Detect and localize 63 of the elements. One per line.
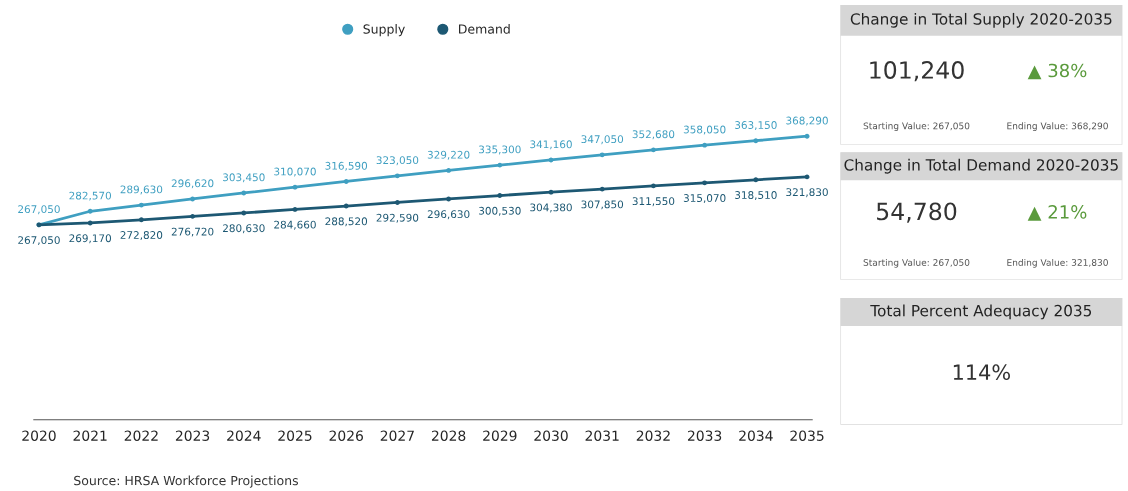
data-label: 280,630 <box>223 224 265 234</box>
x-tick-label: 2032 <box>636 430 670 441</box>
data-label: 316,590 <box>325 161 368 171</box>
data-label: 323,050 <box>376 156 419 166</box>
x-tick-label: 2030 <box>534 430 568 441</box>
data-label: 368,290 <box>786 116 828 126</box>
text: 101,240 <box>870 61 964 82</box>
data-label: 300,530 <box>479 206 521 216</box>
data-label: 341,160 <box>530 140 572 150</box>
data-label: 267,050 <box>18 236 60 246</box>
text: 54,780 <box>877 202 957 223</box>
data-label: 335,300 <box>479 145 521 155</box>
data-label: 311,550 <box>632 197 675 207</box>
text: Change in Total Demand 2020-2035 <box>844 158 1118 174</box>
data-label: 269,170 <box>69 234 112 244</box>
x-tick-label: 2033 <box>687 430 722 441</box>
data-label: 296,630 <box>427 210 470 220</box>
text: Starting Value: 267,050 <box>863 122 970 132</box>
data-label: 304,380 <box>530 203 572 213</box>
text: Ending Value: 368,290 <box>1007 122 1108 132</box>
data-label: 329,220 <box>427 150 470 160</box>
data-label: 315,070 <box>683 194 726 204</box>
data-label: 321,830 <box>786 188 828 198</box>
x-tick-label: 2025 <box>278 430 312 441</box>
data-label: 352,680 <box>632 130 675 140</box>
data-label: 267,050 <box>18 205 60 215</box>
data-label: 284,660 <box>274 220 316 230</box>
data-label: 318,510 <box>735 191 777 201</box>
data-label: 292,590 <box>376 213 419 223</box>
data-label: 289,630 <box>120 185 163 195</box>
data-label: 363,150 <box>735 121 777 131</box>
x-tick-label: 2022 <box>124 430 158 441</box>
text: Starting Value: 267,050 <box>863 258 970 268</box>
data-label: 282,570 <box>69 191 112 201</box>
text: Change in Total Supply 2020-2035 <box>850 12 1112 28</box>
data-label: 347,050 <box>581 135 624 145</box>
text: Total Percent Adequacy 2035 <box>870 304 1092 320</box>
x-tick-label: 2029 <box>483 430 517 441</box>
data-label: 296,620 <box>171 179 214 189</box>
x-tick-label: 2026 <box>329 430 363 441</box>
x-tick-label: 2024 <box>227 430 261 441</box>
data-label: 276,720 <box>171 227 214 237</box>
data-label: 288,520 <box>325 217 368 227</box>
x-tick-label: 2034 <box>739 430 773 441</box>
x-tick-label: 2020 <box>22 430 56 441</box>
data-label: 310,070 <box>274 167 316 177</box>
legend-label: Supply <box>363 24 405 37</box>
text: ▲ 38% <box>1027 63 1087 80</box>
x-tick-label: 2035 <box>790 430 824 441</box>
data-label: 358,050 <box>683 125 726 135</box>
x-tick-label: 2027 <box>380 430 414 441</box>
data-label: 272,820 <box>120 231 163 241</box>
text: Ending Value: 321,830 <box>1007 258 1108 268</box>
data-label: 307,850 <box>581 200 624 210</box>
x-tick-label: 2023 <box>175 430 210 441</box>
data-label: 303,450 <box>223 173 265 183</box>
text: ▲ 21% <box>1027 205 1087 221</box>
legend-label: Demand <box>459 24 510 34</box>
x-tick-label: 2021 <box>73 430 107 441</box>
x-tick-label: 2028 <box>431 430 466 441</box>
x-tick-label: 2031 <box>585 430 619 441</box>
source-note: Source: HRSA Workforce Projections <box>74 475 299 488</box>
text: 114% <box>953 364 1010 381</box>
